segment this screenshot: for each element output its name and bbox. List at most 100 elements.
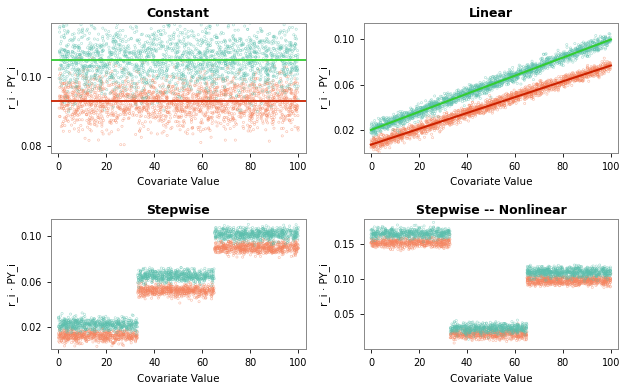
Point [279, 95, 290, 101]
Point [141, 288, 151, 294]
Point [374, 123, 384, 129]
Point [555, 266, 565, 273]
Point [489, 330, 499, 336]
Point [67, 97, 77, 104]
Point [450, 117, 460, 124]
Point [269, 239, 279, 245]
Point [561, 278, 571, 284]
Point [600, 61, 610, 67]
Point [201, 289, 211, 296]
Point [464, 330, 474, 336]
Point [545, 82, 555, 88]
Point [280, 242, 290, 248]
Point [445, 118, 455, 124]
Point [516, 69, 526, 75]
Point [534, 280, 544, 286]
Point [567, 75, 577, 81]
Point [123, 327, 133, 333]
Point [441, 232, 452, 238]
Point [85, 117, 95, 124]
Point [113, 104, 123, 110]
Point [199, 271, 209, 278]
Point [101, 330, 111, 336]
Point [62, 93, 72, 100]
Point [429, 104, 439, 110]
Point [86, 330, 96, 337]
Point [539, 277, 549, 283]
Point [218, 108, 228, 115]
Point [222, 234, 232, 240]
Point [420, 126, 430, 132]
Point [372, 140, 382, 146]
Point [597, 275, 607, 282]
Point [178, 72, 188, 78]
Point [55, 316, 65, 323]
Point [536, 278, 546, 284]
Point [226, 238, 236, 244]
Point [416, 124, 426, 131]
Point [259, 233, 269, 239]
Point [73, 335, 84, 341]
Point [176, 287, 187, 293]
Point [99, 117, 109, 124]
Point [63, 319, 73, 326]
Point [441, 117, 452, 124]
Point [522, 276, 533, 282]
Point [103, 107, 113, 113]
Point [58, 323, 68, 329]
Point [512, 68, 522, 75]
Point [587, 266, 597, 273]
Point [571, 74, 582, 80]
Point [251, 54, 261, 60]
Point [605, 60, 615, 66]
Point [542, 266, 552, 273]
Point [96, 337, 106, 344]
Point [428, 100, 438, 107]
Point [475, 87, 485, 93]
Point [493, 101, 503, 108]
Point [555, 75, 565, 82]
Point [409, 109, 420, 115]
Point [394, 244, 404, 250]
Point [433, 126, 443, 132]
Point [439, 237, 449, 243]
Point [68, 316, 78, 322]
Point [482, 106, 492, 113]
Point [599, 64, 609, 70]
Point [279, 88, 289, 95]
Point [253, 232, 263, 238]
Point [285, 112, 295, 118]
Point [538, 84, 548, 90]
Point [526, 63, 536, 70]
Point [161, 108, 171, 114]
Point [133, 274, 143, 280]
Point [208, 283, 219, 289]
Point [153, 279, 163, 285]
Point [134, 79, 144, 85]
Point [283, 74, 293, 80]
Point [82, 317, 92, 323]
Point [510, 327, 520, 334]
Point [168, 283, 178, 290]
Point [148, 273, 158, 279]
Point [250, 93, 260, 99]
Point [245, 115, 255, 121]
Point [414, 121, 425, 127]
Point [396, 119, 406, 125]
Point [149, 89, 159, 95]
Point [151, 68, 161, 74]
Point [585, 44, 595, 50]
Point [569, 47, 579, 54]
Point [284, 108, 295, 114]
Point [266, 48, 276, 55]
Point [563, 277, 573, 283]
Point [127, 320, 137, 326]
Point [202, 94, 212, 100]
Point [405, 132, 415, 138]
Point [138, 95, 148, 102]
Point [377, 122, 387, 128]
Point [236, 241, 246, 248]
Point [367, 238, 377, 244]
Point [181, 291, 191, 297]
Point [372, 138, 382, 144]
